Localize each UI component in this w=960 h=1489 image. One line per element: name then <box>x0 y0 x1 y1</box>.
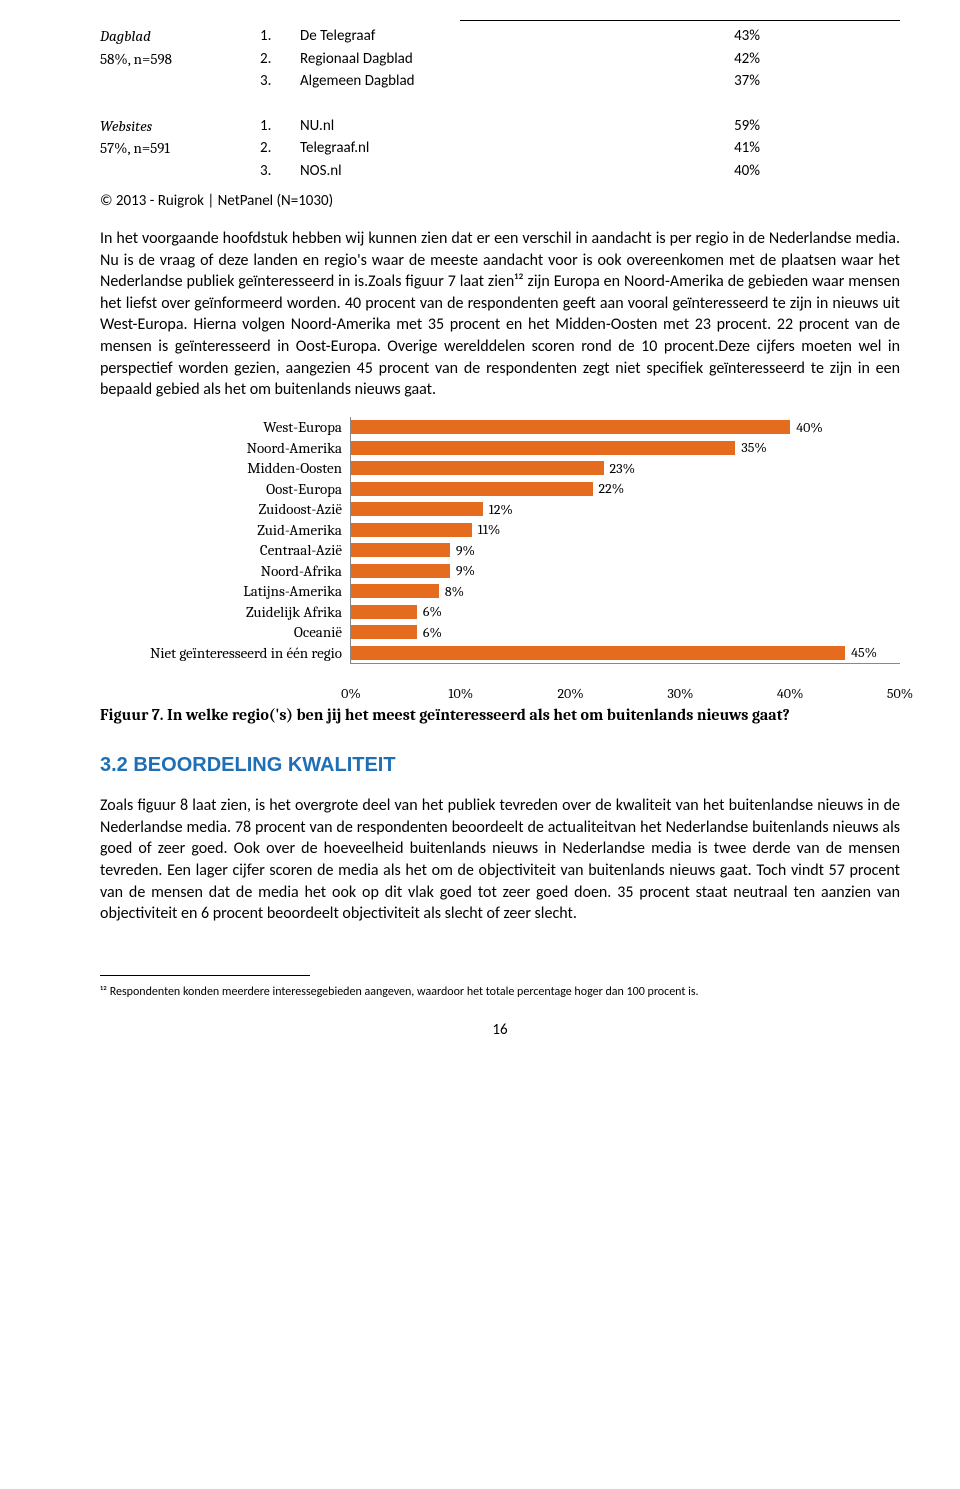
item-name: Telegraaf.nl <box>300 137 680 160</box>
chart-bar <box>351 543 450 557</box>
item-pct: 41% <box>680 137 760 160</box>
item-name: NOS.nl <box>300 160 680 183</box>
rank: 3. <box>260 160 300 183</box>
group-sub: 57%, n=591 <box>100 137 260 160</box>
chart-label: Oost-Europa <box>100 478 350 499</box>
chart-label: Latijns-Amerika <box>100 581 350 602</box>
chart-label: West-Europa <box>100 417 350 438</box>
chart-bar-value: 6% <box>417 603 442 620</box>
chart-bar-row: 12% <box>351 499 900 520</box>
chart-bar-value: 11% <box>472 521 501 538</box>
chart-bar <box>351 564 450 578</box>
chart-bar <box>351 482 593 496</box>
paragraph-2: Zoals figuur 8 laat zien, is het overgro… <box>100 795 900 925</box>
chart-bar-value: 6% <box>417 624 442 641</box>
chart-bar-value: 8% <box>439 583 464 600</box>
chart-bar-row: 9% <box>351 540 900 561</box>
chart-bar <box>351 646 845 660</box>
chart-label: Zuid-Amerika <box>100 519 350 540</box>
table-row: Dagblad 1. De Telegraaf 43% <box>100 25 900 48</box>
chart-bar-row: 22% <box>351 478 900 499</box>
page-number: 16 <box>100 1021 900 1039</box>
figure-caption: Figuur 7. In welke regio('s) ben jij het… <box>100 704 900 726</box>
top-tables: Dagblad 1. De Telegraaf 43% 58%, n=598 2… <box>100 25 900 182</box>
chart-label: Centraal-Azië <box>100 540 350 561</box>
chart-bar-row: 45% <box>351 642 900 663</box>
group-label: Websites <box>100 115 260 138</box>
item-name: De Telegraaf <box>300 25 680 48</box>
chart-label: Zuidoost-Azië <box>100 499 350 520</box>
chart-label: Noord-Afrika <box>100 560 350 581</box>
chart-label: Midden-Oosten <box>100 458 350 479</box>
item-pct: 43% <box>680 25 760 48</box>
x-axis-tick: 50% <box>887 685 913 702</box>
chart-label: Niet geïnteresseerd in één regio <box>100 642 350 663</box>
item-pct: 37% <box>680 70 760 93</box>
chart-label: Oceanië <box>100 622 350 643</box>
group-sub: 58%, n=598 <box>100 48 260 71</box>
paragraph-1: In het voorgaande hoofdstuk hebben wij k… <box>100 228 900 401</box>
chart-bar-row: 6% <box>351 622 900 643</box>
item-pct: 40% <box>680 160 760 183</box>
chart-bar-row: 35% <box>351 437 900 458</box>
chart-bar-value: 12% <box>483 501 513 518</box>
footnote: ¹² Respondenten konden meerdere interess… <box>100 984 900 1001</box>
table-group-websites: Websites 1. NU.nl 59% 57%, n=591 2. Tele… <box>100 115 900 183</box>
chart-bar-value: 9% <box>450 562 475 579</box>
item-name: Regionaal Dagblad <box>300 48 680 71</box>
chart-bar-row: 8% <box>351 581 900 602</box>
chart-label: Noord-Amerika <box>100 437 350 458</box>
region-interest-chart: West-EuropaNoord-AmerikaMidden-OostenOos… <box>100 417 900 664</box>
table-row: 58%, n=598 2. Regionaal Dagblad 42% <box>100 48 900 71</box>
rank: 1. <box>260 115 300 138</box>
chart-bar <box>351 625 417 639</box>
chart-bar <box>351 420 790 434</box>
rank: 3. <box>260 70 300 93</box>
x-axis-tick: 30% <box>667 685 693 702</box>
table-group-dagblad: Dagblad 1. De Telegraaf 43% 58%, n=598 2… <box>100 25 900 93</box>
chart-bar-row: 40% <box>351 417 900 438</box>
chart-bar-value: 22% <box>593 480 625 497</box>
chart-bar-value: 35% <box>735 439 767 456</box>
chart-bar-value: 45% <box>845 644 877 661</box>
chart-bar-row: 9% <box>351 560 900 581</box>
group-label: Dagblad <box>100 25 260 48</box>
chart-bar-value: 9% <box>450 542 475 559</box>
x-axis-tick: 40% <box>777 685 804 702</box>
table-row: 3. Algemeen Dagblad 37% <box>100 70 900 93</box>
chart-bar-row: 6% <box>351 601 900 622</box>
chart-label: Zuidelijk Afrika <box>100 601 350 622</box>
footnote-separator <box>100 975 310 976</box>
table-row: 57%, n=591 2. Telegraaf.nl 41% <box>100 137 900 160</box>
chart-bar <box>351 523 472 537</box>
rank: 1. <box>260 25 300 48</box>
rank: 2. <box>260 48 300 71</box>
chart-bar <box>351 502 483 516</box>
chart-bar-value: 23% <box>604 460 636 477</box>
x-axis-tick: 10% <box>448 685 473 702</box>
x-axis-tick: 0% <box>341 685 361 702</box>
copyright-text: © 2013 - Ruigrok | NetPanel (N=1030) <box>100 192 900 210</box>
item-pct: 42% <box>680 48 760 71</box>
chart-bar <box>351 441 735 455</box>
item-name: Algemeen Dagblad <box>300 70 680 93</box>
table-row: Websites 1. NU.nl 59% <box>100 115 900 138</box>
x-axis-tick: 20% <box>557 685 583 702</box>
divider-top <box>460 20 900 21</box>
chart-bar-value: 40% <box>790 419 823 436</box>
rank: 2. <box>260 137 300 160</box>
table-row: 3. NOS.nl 40% <box>100 160 900 183</box>
item-name: NU.nl <box>300 115 680 138</box>
chart-bar <box>351 605 417 619</box>
item-pct: 59% <box>680 115 760 138</box>
chart-bar <box>351 461 604 475</box>
chart-bar-row: 11% <box>351 519 900 540</box>
chart-bar <box>351 584 439 598</box>
chart-bar-row: 23% <box>351 458 900 479</box>
section-heading: 3.2 BEOORDELING KWALITEIT <box>100 754 900 777</box>
